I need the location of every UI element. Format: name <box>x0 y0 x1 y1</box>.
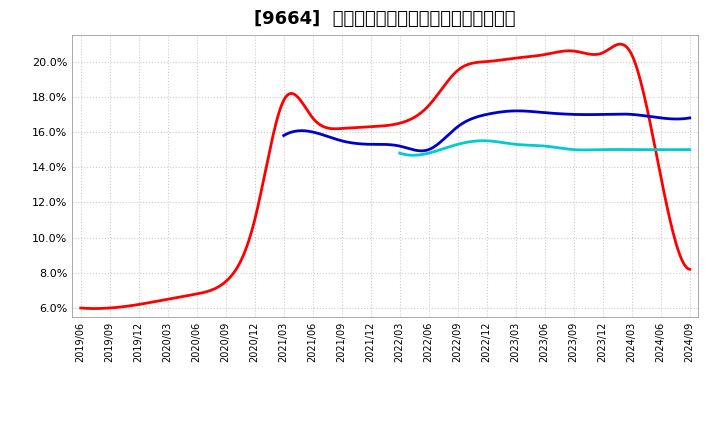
Title: [9664]  当期純利益マージンの標準偏差の推移: [9664] 当期純利益マージンの標準偏差の推移 <box>254 10 516 28</box>
